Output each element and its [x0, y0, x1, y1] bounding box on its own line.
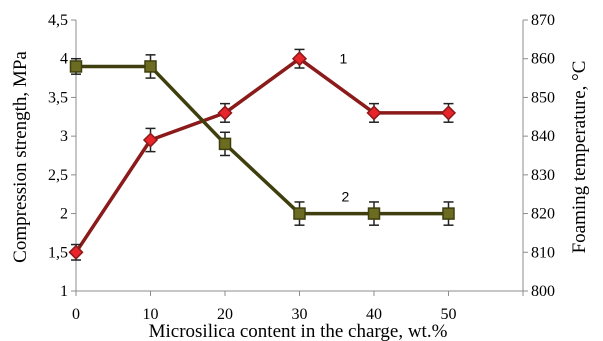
y-tick-label: 2: [60, 206, 68, 223]
y-tick-label: 3,5: [48, 89, 68, 106]
series-layer: 12: [68, 48, 457, 261]
data-point-square: [293, 207, 306, 220]
y2-tick-label: 860: [531, 51, 555, 68]
y-tick-label: 1: [60, 283, 68, 300]
labels: Microsilica content in the charge, wt.% …: [10, 51, 590, 341]
series-2-label: 2: [342, 189, 350, 205]
data-point-diamond: [217, 105, 233, 121]
y-tick-label: 4,5: [48, 12, 68, 29]
y2-tick-label: 830: [531, 167, 555, 184]
y-tick-label: 3: [60, 128, 68, 145]
series-2-line: [76, 64, 449, 216]
y-tick-label: 2,5: [48, 167, 68, 184]
data-point-diamond: [440, 105, 457, 121]
data-point-square: [69, 60, 83, 73]
x-tick-label: 30: [292, 306, 308, 323]
series-2: 2: [69, 54, 455, 226]
series-1-line: [74, 56, 449, 254]
y2-tick-label: 800: [531, 283, 555, 300]
series-1: 1: [68, 48, 457, 261]
axes: 1 1,5 2 2,5 3 3,5 4 4,5 800 810 820 830 840 850 860 870…: [48, 12, 555, 323]
y2-tick-label: 870: [531, 12, 555, 29]
data-point-square: [442, 207, 455, 220]
x-tick-label: 10: [143, 306, 159, 323]
y2-tick-label: 850: [531, 89, 555, 106]
y2-tick-label: 840: [531, 128, 555, 145]
x-tick-label: 20: [217, 306, 233, 323]
data-point-square: [218, 137, 232, 151]
data-point-square: [367, 207, 381, 220]
y-axis-left-title: Compression strength, MPa: [10, 51, 31, 263]
x-tick-label: 40: [366, 306, 382, 323]
data-point-diamond: [366, 105, 382, 121]
x-axis-title: Microsilica content in the charge, wt.%: [149, 321, 448, 341]
data-point-diamond: [68, 244, 84, 260]
x-tick-label: 0: [72, 306, 80, 323]
data-point-diamond: [291, 51, 308, 67]
data-point-diamond: [142, 132, 159, 148]
data-point-square: [144, 60, 157, 73]
x-tick-label: 50: [441, 306, 457, 323]
y2-tick-label: 820: [531, 206, 555, 223]
series-1-label: 1: [340, 51, 348, 67]
y-axis-right-title: Foaming temperature, °C: [569, 61, 590, 254]
y2-tick-label: 810: [531, 244, 555, 261]
y-tick-label: 1,5: [48, 244, 68, 261]
y-tick-label: 4: [60, 51, 68, 68]
